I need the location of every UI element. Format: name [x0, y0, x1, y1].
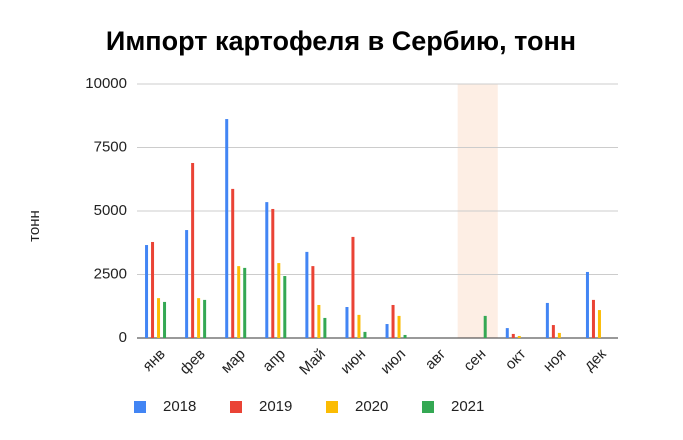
bar [517, 335, 521, 338]
bar [231, 188, 235, 338]
legend-swatch [134, 401, 146, 413]
y-tick-label: 5000 [94, 202, 127, 219]
bar [551, 325, 555, 338]
bar [357, 314, 361, 338]
bar [363, 331, 367, 338]
y-tick-label: 7500 [94, 138, 127, 155]
x-tick-label: мар [218, 346, 249, 377]
x-tick-label: апр [259, 346, 289, 376]
bar [403, 334, 407, 338]
legend-swatch [422, 401, 434, 413]
x-tick-label: янв [139, 346, 168, 375]
bar [145, 245, 149, 338]
bar [483, 315, 487, 338]
y-tick-label: 0 [119, 329, 127, 346]
bar [243, 267, 247, 338]
x-tick-label: авг [422, 345, 450, 373]
bar [391, 304, 395, 338]
bar [305, 251, 309, 338]
bar [345, 307, 349, 338]
legend-label: 2018 [163, 398, 196, 415]
bar [271, 208, 275, 338]
x-tick-label: сен [460, 346, 489, 375]
bar [311, 266, 315, 338]
bar [163, 301, 167, 338]
bar [585, 271, 589, 338]
bar [283, 276, 287, 338]
legend-label: 2019 [259, 398, 292, 415]
legend-label: 2021 [451, 398, 484, 415]
bar [225, 119, 229, 338]
chart-title: Импорт картофеля в Сербию, тонн [106, 26, 576, 56]
y-tick-label: 10000 [85, 75, 127, 92]
legend-swatch [326, 401, 338, 413]
y-tick-label: 2500 [94, 265, 127, 282]
x-tick-label: окт [502, 346, 530, 374]
bar [151, 241, 155, 338]
bar [323, 317, 327, 338]
x-tick-label: дек [581, 345, 610, 374]
bar [505, 328, 509, 338]
bar [557, 332, 561, 338]
bar [351, 236, 355, 338]
bar [277, 263, 281, 338]
bar [511, 333, 515, 338]
x-tick-label: июн [337, 346, 369, 378]
x-tick-label: ноя [540, 346, 570, 376]
bar [545, 302, 549, 338]
legend-swatch [230, 401, 242, 413]
bar [597, 310, 601, 338]
bar [191, 162, 195, 338]
bar [385, 324, 389, 338]
x-tick-label: Май [296, 346, 329, 379]
bar [197, 298, 201, 338]
bar [397, 315, 401, 338]
x-tick-label: фев [176, 346, 208, 378]
bar [203, 299, 207, 338]
bar [237, 266, 241, 338]
bar [591, 299, 595, 338]
legend-label: 2020 [355, 398, 388, 415]
y-axis-label: тонн [26, 210, 43, 242]
bar [185, 230, 189, 338]
bar [157, 298, 161, 338]
bar [317, 304, 321, 338]
x-tick-label: июл [377, 346, 409, 378]
bar [265, 202, 269, 338]
